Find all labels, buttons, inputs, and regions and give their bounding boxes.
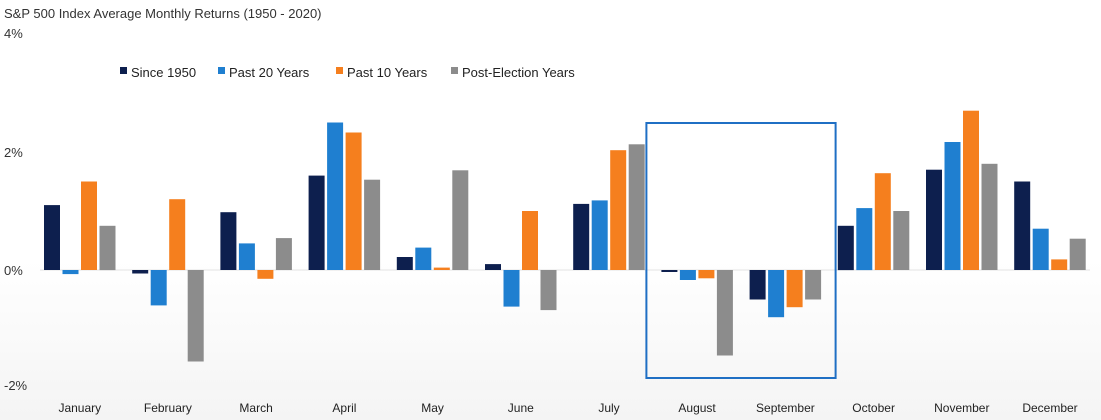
bar-september-past-10-years <box>786 270 803 308</box>
bar-december-past-10-years <box>1051 259 1068 270</box>
bar-april-past-10-years <box>345 132 362 270</box>
bar-november-since-1950 <box>926 169 942 270</box>
x-tick-label: May <box>421 401 444 415</box>
bar-october-post-election-years <box>893 211 910 270</box>
legend-swatch <box>451 67 458 74</box>
bar-november-post-election-years <box>981 163 998 270</box>
bar-january-past-10-years <box>81 181 97 270</box>
bars <box>44 110 1086 362</box>
bar-august-past-10-years <box>698 270 715 279</box>
bar-april-post-election-years <box>364 179 381 270</box>
bar-august-past-20-years <box>679 270 696 280</box>
bar-august-post-election-years <box>716 270 733 356</box>
bar-february-past-10-years <box>169 199 186 270</box>
bar-february-past-20-years <box>150 270 167 306</box>
legend: Since 1950 Past 20 Years Past 10 Years Post… <box>120 65 575 80</box>
x-axis-labels: January February March April May June July Augu… <box>58 401 1077 415</box>
legend-swatch <box>336 67 343 74</box>
x-tick-label: October <box>852 401 895 415</box>
x-tick-label: January <box>58 401 101 415</box>
x-tick-label: December <box>1022 401 1077 415</box>
x-tick-label: September <box>756 401 815 415</box>
legend-label: Post-Election Years <box>462 65 575 80</box>
bar-december-since-1950 <box>1014 181 1031 270</box>
legend-label: Past 10 Years <box>347 65 428 80</box>
y-tick-label: 4% <box>4 26 23 41</box>
bar-december-post-election-years <box>1069 238 1086 270</box>
bar-september-past-20-years <box>768 270 785 318</box>
bar-january-past-20-years <box>62 270 79 275</box>
x-tick-label: March <box>239 401 272 415</box>
y-tick-label: 2% <box>4 145 23 160</box>
bar-november-past-20-years <box>944 142 961 270</box>
y-tick-label: -2% <box>4 378 28 393</box>
bar-september-post-election-years <box>805 270 822 300</box>
bar-may-since-1950 <box>396 257 413 270</box>
bar-june-past-20-years <box>503 270 520 307</box>
bar-october-since-1950 <box>837 225 854 271</box>
legend-label: Since 1950 <box>131 65 196 80</box>
x-tick-label: November <box>934 401 989 415</box>
x-tick-label: April <box>332 401 356 415</box>
bar-september-since-1950 <box>749 270 766 300</box>
bar-august-since-1950 <box>661 270 678 272</box>
legend-swatch <box>120 67 127 74</box>
bar-july-past-20-years <box>591 200 608 270</box>
bar-june-past-10-years <box>522 211 538 270</box>
highlight-box-group <box>645 122 837 379</box>
highlight-box <box>645 122 837 379</box>
bar-october-past-20-years <box>856 208 873 271</box>
bar-december-past-20-years <box>1032 228 1049 270</box>
x-tick-label: July <box>598 401 619 415</box>
bar-june-post-election-years <box>540 270 557 311</box>
chart-title: S&P 500 Index Average Monthly Returns (1… <box>4 6 322 21</box>
bar-february-since-1950 <box>132 270 149 274</box>
bar-march-past-20-years <box>238 243 255 270</box>
bar-march-post-election-years <box>275 238 292 270</box>
bar-may-post-election-years <box>452 170 469 270</box>
x-tick-label: August <box>678 401 716 415</box>
bar-march-past-10-years <box>257 270 274 279</box>
bar-may-past-10-years <box>433 267 450 270</box>
bar-may-past-20-years <box>415 247 432 270</box>
bar-november-past-10-years <box>963 110 979 270</box>
bar-june-since-1950 <box>485 264 501 270</box>
x-tick-label: June <box>508 401 534 415</box>
bar-january-since-1950 <box>44 205 60 270</box>
bar-april-past-20-years <box>327 122 344 270</box>
y-axis-ticks: 4% 2% 0% -2% <box>4 26 28 393</box>
bar-july-past-10-years <box>610 150 627 270</box>
bar-july-post-election-years <box>628 144 645 270</box>
y-tick-label: 0% <box>4 263 23 278</box>
bar-february-post-election-years <box>187 270 204 362</box>
x-tick-label: February <box>144 401 192 415</box>
bar-april-since-1950 <box>308 175 325 270</box>
legend-label: Past 20 Years <box>229 65 310 80</box>
legend-swatch <box>218 67 225 74</box>
bar-march-since-1950 <box>220 212 237 270</box>
bar-january-post-election-years <box>99 225 116 271</box>
bar-july-since-1950 <box>573 203 590 270</box>
bar-october-past-10-years <box>874 173 891 270</box>
